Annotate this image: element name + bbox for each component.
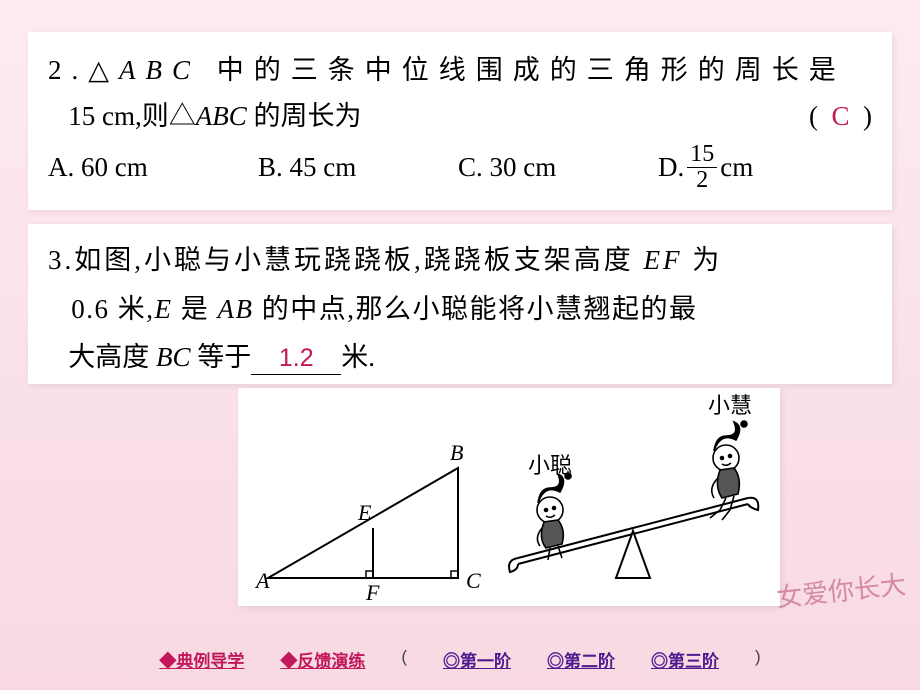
- q2-line2: 2.15 cm,则△ABC 的周长为 ( C ): [48, 94, 872, 140]
- q2-option-a: A. 60 cm: [48, 142, 258, 193]
- q3-number: 3.: [48, 245, 74, 275]
- q2-number: 2.: [48, 55, 88, 85]
- q3-blank: 1.2: [251, 341, 341, 374]
- nav-paren-open: (: [401, 647, 407, 672]
- question-2: 2.△ABC 中的三条中位线围成的三角形的周长是 2.15 cm,则△ABC 的…: [28, 32, 892, 210]
- q3-line2: 3.0.6 米,E 是 AB 的中点,那么小聪能将小慧翘起的最: [48, 285, 872, 334]
- label-c: C: [466, 568, 481, 593]
- nav-paren-close: ): [755, 647, 761, 672]
- nav-link-stage1[interactable]: ◎第一阶: [443, 647, 511, 672]
- q2-option-c: C. 30 cm: [458, 142, 658, 193]
- bottom-nav: ◆典例导学 ◆反馈演练 ( ◎第一阶 ◎第二阶 ◎第三阶 ): [0, 647, 920, 672]
- child-cong-icon: [537, 473, 571, 560]
- watermark-text: 女爱你长大: [774, 564, 907, 614]
- fraction-icon: 15 2: [687, 142, 717, 193]
- q2-answer-paren: ( C ): [809, 94, 872, 140]
- q2-option-d: D. 15 2 cm: [658, 142, 753, 193]
- figure-box: A B C E F: [238, 388, 780, 606]
- q2-line1: 2.△ABC 中的三条中位线围成的三角形的周长是: [48, 48, 872, 94]
- label-f: F: [365, 580, 380, 605]
- q2-option-b: B. 45 cm: [258, 142, 458, 193]
- seesaw-group: 小聪 小慧: [509, 393, 758, 578]
- label-hui: 小慧: [708, 393, 752, 418]
- nav-link-examples[interactable]: ◆典例导学: [159, 647, 244, 672]
- nav-link-stage2[interactable]: ◎第二阶: [547, 647, 615, 672]
- nav-link-stage3[interactable]: ◎第三阶: [651, 647, 719, 672]
- question-3: 3.如图,小聪与小慧玩跷跷板,跷跷板支架高度 EF 为 3.0.6 米,E 是 …: [28, 224, 892, 384]
- label-cong: 小聪: [528, 453, 572, 478]
- q2-answer: C: [831, 101, 849, 131]
- q3-fill-answer: 1.2: [279, 344, 314, 372]
- label-a: A: [254, 568, 270, 593]
- label-e: E: [357, 500, 372, 525]
- q2-options: A. 60 cm B. 45 cm C. 30 cm D. 15 2 cm: [48, 142, 872, 193]
- nav-link-feedback[interactable]: ◆反馈演练: [280, 647, 365, 672]
- label-b: B: [450, 440, 463, 465]
- q3-line3: 3.大高度 BC 等于1.2米.: [48, 333, 872, 382]
- figure-svg: A B C E F: [238, 388, 780, 606]
- q3-line1: 3.如图,小聪与小慧玩跷跷板,跷跷板支架高度 EF 为: [48, 236, 872, 285]
